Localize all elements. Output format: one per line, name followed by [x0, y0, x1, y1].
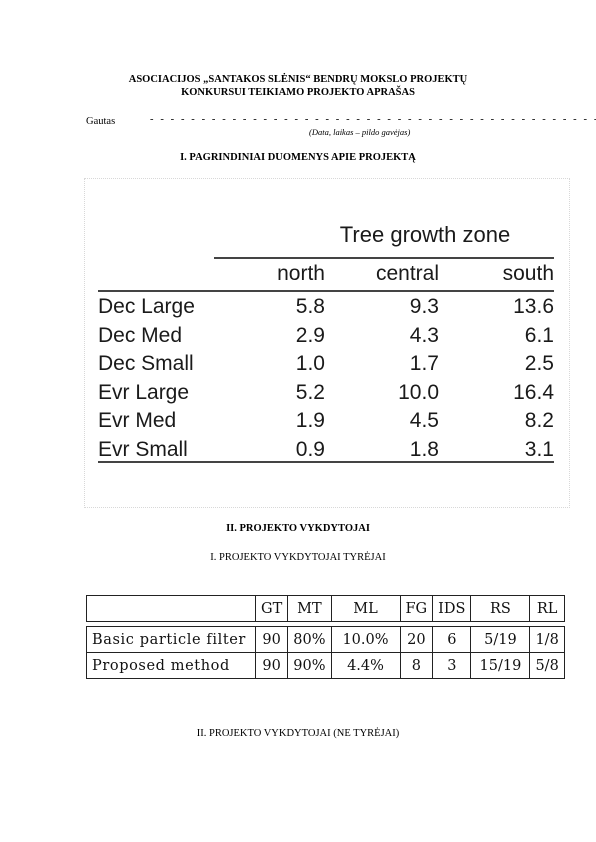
document-title-line-1: ASOCIACIJOS „SANTAKOS SLĖNIS“ BENDRŲ MOK… — [128, 74, 468, 85]
table-cell: 8.2 — [524, 409, 554, 432]
row-label: Proposed method — [86, 652, 256, 679]
row-label: Evr Small — [98, 437, 188, 461]
section-2-subtitle-non-researchers: II. PROJEKTO VYKDYTOJAI (NE TYRĖJAI) — [196, 728, 400, 739]
table-cell: 4.4% — [330, 652, 401, 679]
received-label: Gautas — [86, 116, 116, 127]
header-rule — [98, 290, 554, 292]
table-cell: 90 — [254, 626, 289, 653]
bottom-rule — [98, 461, 554, 463]
table-cell: 2.5 — [524, 352, 554, 375]
table-caption: Tree growth zone — [339, 222, 511, 247]
column-header-south: south — [502, 262, 554, 285]
table-cell: 6.1 — [524, 323, 554, 347]
table-cell: 5/19 — [470, 626, 531, 653]
row-label: Evr Med — [98, 409, 177, 432]
table-cell: 1/8 — [529, 626, 565, 653]
section-2-subtitle-researchers: I. PROJEKTO VYKDYTOJAI TYRĖJAI — [210, 552, 386, 563]
table-cell: 10.0 — [398, 380, 439, 404]
table-cell: 5.8 — [295, 295, 325, 318]
table-cell: 1.8 — [409, 437, 439, 461]
table-row: Basic particle filter 90 80% 10.0% 20 6 … — [86, 626, 565, 653]
column-header-central: central — [375, 262, 439, 285]
table-cell: 13.6 — [513, 295, 554, 318]
header-cell: RL — [529, 595, 565, 622]
table-cell: 4.5 — [409, 409, 439, 432]
section-2-title: II. PROJEKTO VYKDYTOJAI — [226, 523, 370, 534]
table-cell: 15/19 — [470, 652, 531, 679]
header-cell-empty — [86, 595, 256, 622]
table-cell: 5.2 — [295, 380, 325, 404]
row-label: Basic particle filter — [86, 626, 256, 653]
table-cell: 2.9 — [295, 323, 325, 347]
tree-growth-table-image: Tree growth zone north central south Dec… — [84, 178, 570, 508]
header-cell: MT — [287, 595, 332, 622]
table-cell: 1.7 — [409, 352, 439, 375]
table-cell: 3 — [432, 652, 472, 679]
table-cell: 1.9 — [295, 409, 325, 432]
header-cell: IDS — [432, 595, 472, 622]
header-cell: RS — [470, 595, 531, 622]
table-cell: 9.3 — [409, 295, 439, 318]
row-label: Dec Small — [98, 352, 194, 375]
section-1-title: I. PAGRINDINIAI DUOMENYS APIE PROJEKTĄ — [180, 152, 416, 163]
row-label: Dec Med — [98, 323, 183, 347]
table-row: Proposed method 90 90% 4.4% 8 3 15/19 5/… — [86, 652, 565, 679]
table-cell: 4.3 — [409, 323, 439, 347]
received-note: (Data, laikas – pildo gavėjas) — [309, 127, 411, 137]
document-title-line-2: KONKURSUI TEIKIAMO PROJEKTO APRAŠAS — [181, 87, 415, 98]
comparison-table: GT MT ML FG IDS RS RL Basic particle fil… — [86, 595, 565, 679]
table-header-row: GT MT ML FG IDS RS RL — [86, 595, 565, 622]
table-cell: 5/8 — [529, 652, 565, 679]
header-cell: ML — [330, 595, 401, 622]
header-cell: GT — [254, 595, 289, 622]
table-cell: 80% — [287, 626, 332, 653]
table-cell: 0.9 — [295, 437, 325, 461]
image-frame — [84, 178, 570, 508]
table-cell: 90 — [254, 652, 289, 679]
received-dotted-line: - - - - - - - - - - - - - - - - - - - - … — [150, 114, 596, 125]
caption-rule — [214, 257, 554, 259]
table-cell: 16.4 — [513, 380, 554, 404]
table-cell: 6 — [432, 626, 472, 653]
table-cell: 8 — [399, 652, 434, 679]
table-cell: 90% — [287, 652, 332, 679]
header-cell: FG — [399, 595, 434, 622]
row-label: Dec Large — [98, 295, 195, 318]
row-label: Evr Large — [98, 380, 190, 404]
table-cell: 3.1 — [524, 437, 554, 461]
table-cell: 1.0 — [295, 352, 325, 375]
table-cell: 10.0% — [330, 626, 401, 653]
column-header-north: north — [277, 262, 325, 285]
method-comparison-table-image: GT MT ML FG IDS RS RL Basic particle fil… — [86, 595, 566, 705]
table-cell: 20 — [399, 626, 434, 653]
